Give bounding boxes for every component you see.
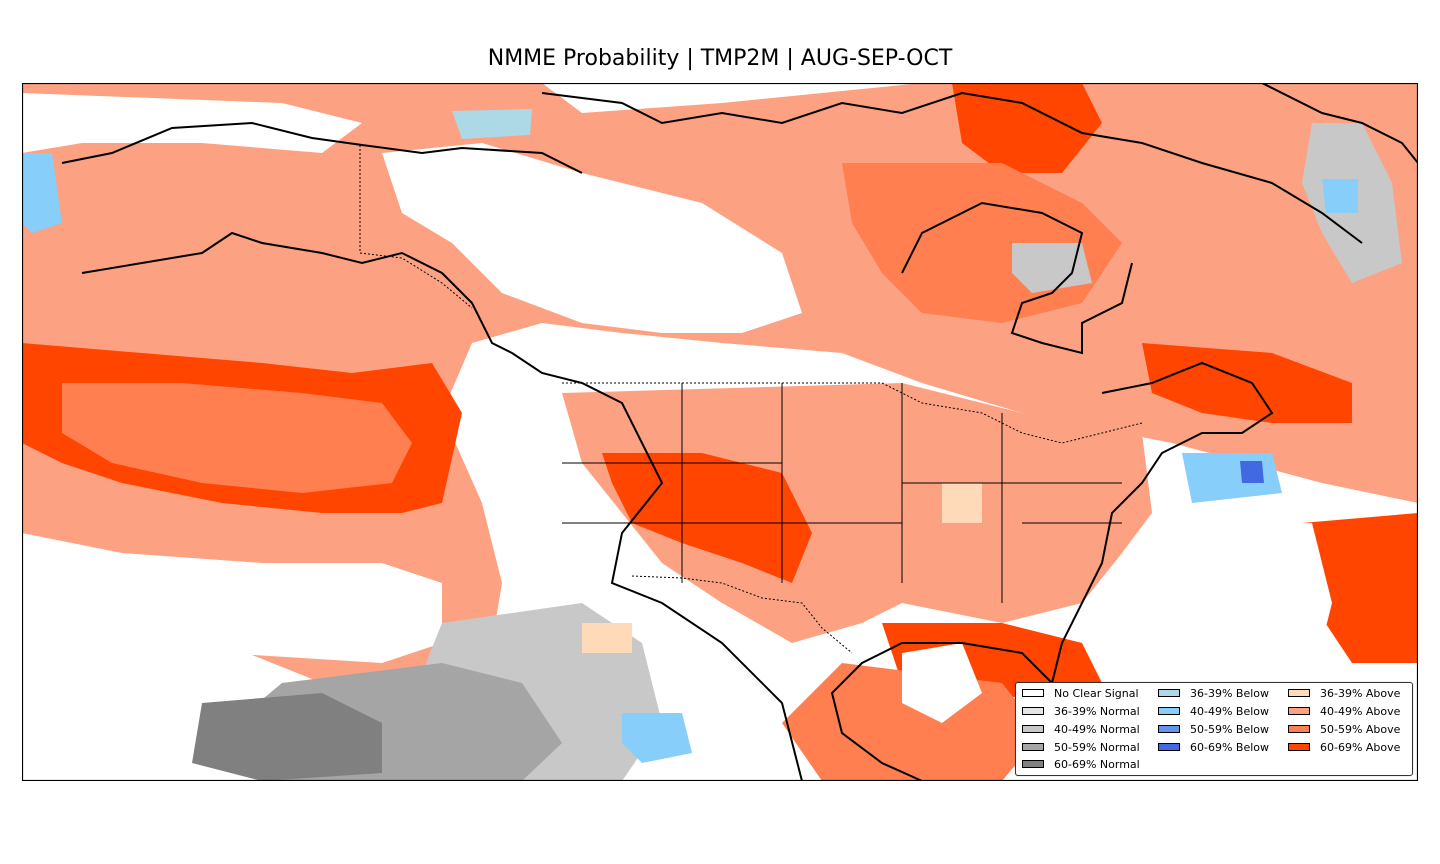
state-lines: [562, 383, 1122, 603]
legend-item: 50-59% Below: [1158, 722, 1269, 736]
legend-label: 36-39% Below: [1190, 686, 1270, 700]
legend-label: 40-49% Above: [1320, 704, 1401, 718]
arctic-islands-coastline: [541, 91, 1363, 244]
probability-regions: [22, 83, 1418, 781]
legend-swatch: [1158, 725, 1180, 733]
legend-swatch: [1158, 707, 1180, 715]
legend-swatch: [1288, 743, 1310, 751]
region-above-60-69-atlantic: [1302, 513, 1418, 663]
legend-item: No Clear Signal: [1022, 686, 1139, 700]
legend-item: 50-59% Above: [1288, 722, 1400, 736]
legend-swatch: [1288, 725, 1310, 733]
legend-label: 60-69% Above: [1320, 740, 1401, 754]
region-above-60-69-southwest: [602, 453, 812, 583]
region-normal-hudson-east: [1012, 243, 1092, 293]
legend-label: No Clear Signal: [1054, 686, 1139, 700]
legend-item: 40-49% Normal: [1022, 722, 1140, 736]
east-coastline: [830, 361, 1274, 781]
region-no-signal-gulf-center: [902, 643, 982, 723]
alaska-coastline: [61, 121, 803, 781]
legend-swatch: [1022, 743, 1044, 751]
legend-item: 36-39% Below: [1158, 686, 1269, 700]
us-canada-border: [562, 382, 1143, 444]
legend-swatch: [1158, 689, 1180, 697]
legend-label: 40-49% Below: [1190, 704, 1270, 718]
legend-swatch: [1022, 707, 1044, 715]
region-no-signal-north-pacific: [22, 533, 442, 663]
legend-swatch: [1288, 707, 1310, 715]
legend-item: 50-59% Normal: [1022, 740, 1140, 754]
legend-label: 60-69% Below: [1190, 740, 1270, 754]
region-no-signal-atlantic: [1172, 523, 1332, 683]
region-above-36-39-misc: [582, 623, 632, 653]
legend-swatch: [1022, 689, 1044, 697]
hudson-bay-coastline: [901, 201, 1133, 355]
legend-label: 36-39% Normal: [1054, 704, 1140, 718]
legend-item: 36-39% Normal: [1022, 704, 1140, 718]
us-mexico-border: [631, 575, 853, 654]
legend-label: 40-49% Normal: [1054, 722, 1140, 736]
legend-label: 60-69% Normal: [1054, 757, 1140, 771]
map-border: [22, 83, 1418, 781]
legend-item: 60-69% Below: [1158, 740, 1269, 754]
region-no-signal-arctic: [22, 93, 362, 153]
legend-item: 40-49% Above: [1288, 704, 1400, 718]
legend-item: 36-39% Above: [1288, 686, 1400, 700]
region-above-36-39-midwest: [942, 483, 982, 523]
political-borders: [359, 145, 1143, 654]
legend-label: 36-39% Above: [1320, 686, 1401, 700]
coastlines: [61, 83, 1418, 781]
region-below-40-49-pacific: [622, 713, 692, 763]
region-below-40-49-greenland: [1322, 179, 1358, 213]
map-canvas: [22, 83, 1418, 781]
legend-swatch: [1022, 725, 1044, 733]
region-above-50-59-pacific: [62, 383, 412, 493]
legend-label: 50-59% Normal: [1054, 740, 1140, 754]
region-below-40-49-alaska: [22, 153, 62, 233]
alaska-canada-border: [359, 145, 473, 309]
region-no-signal-yukon: [382, 143, 802, 333]
region-normal-60-69: [192, 693, 382, 781]
region-above-60-69-atlantic-canada: [1142, 343, 1352, 423]
legend-swatch: [1158, 743, 1180, 751]
region-above-60-69-hudson: [952, 83, 1102, 173]
region-below-36-39-arctic: [452, 109, 532, 139]
legend: No Clear Signal 36-39% Normal 40-49% Norma…: [1015, 682, 1413, 776]
legend-swatch: [1022, 760, 1044, 768]
legend-item: 60-69% Above: [1288, 740, 1400, 754]
legend-label: 50-59% Below: [1190, 722, 1270, 736]
legend-item: 40-49% Below: [1158, 704, 1269, 718]
legend-label: 50-59% Above: [1320, 722, 1401, 736]
region-above-conus: [562, 383, 1152, 643]
region-below-60-69-atlantic: [1240, 461, 1264, 483]
legend-item: 60-69% Normal: [1022, 757, 1140, 771]
map-frame: [22, 83, 1418, 781]
legend-swatch: [1288, 689, 1310, 697]
map-title: NMME Probability | TMP2M | AUG-SEP-OCT: [487, 46, 953, 71]
greenland-coastline: [1261, 83, 1418, 164]
